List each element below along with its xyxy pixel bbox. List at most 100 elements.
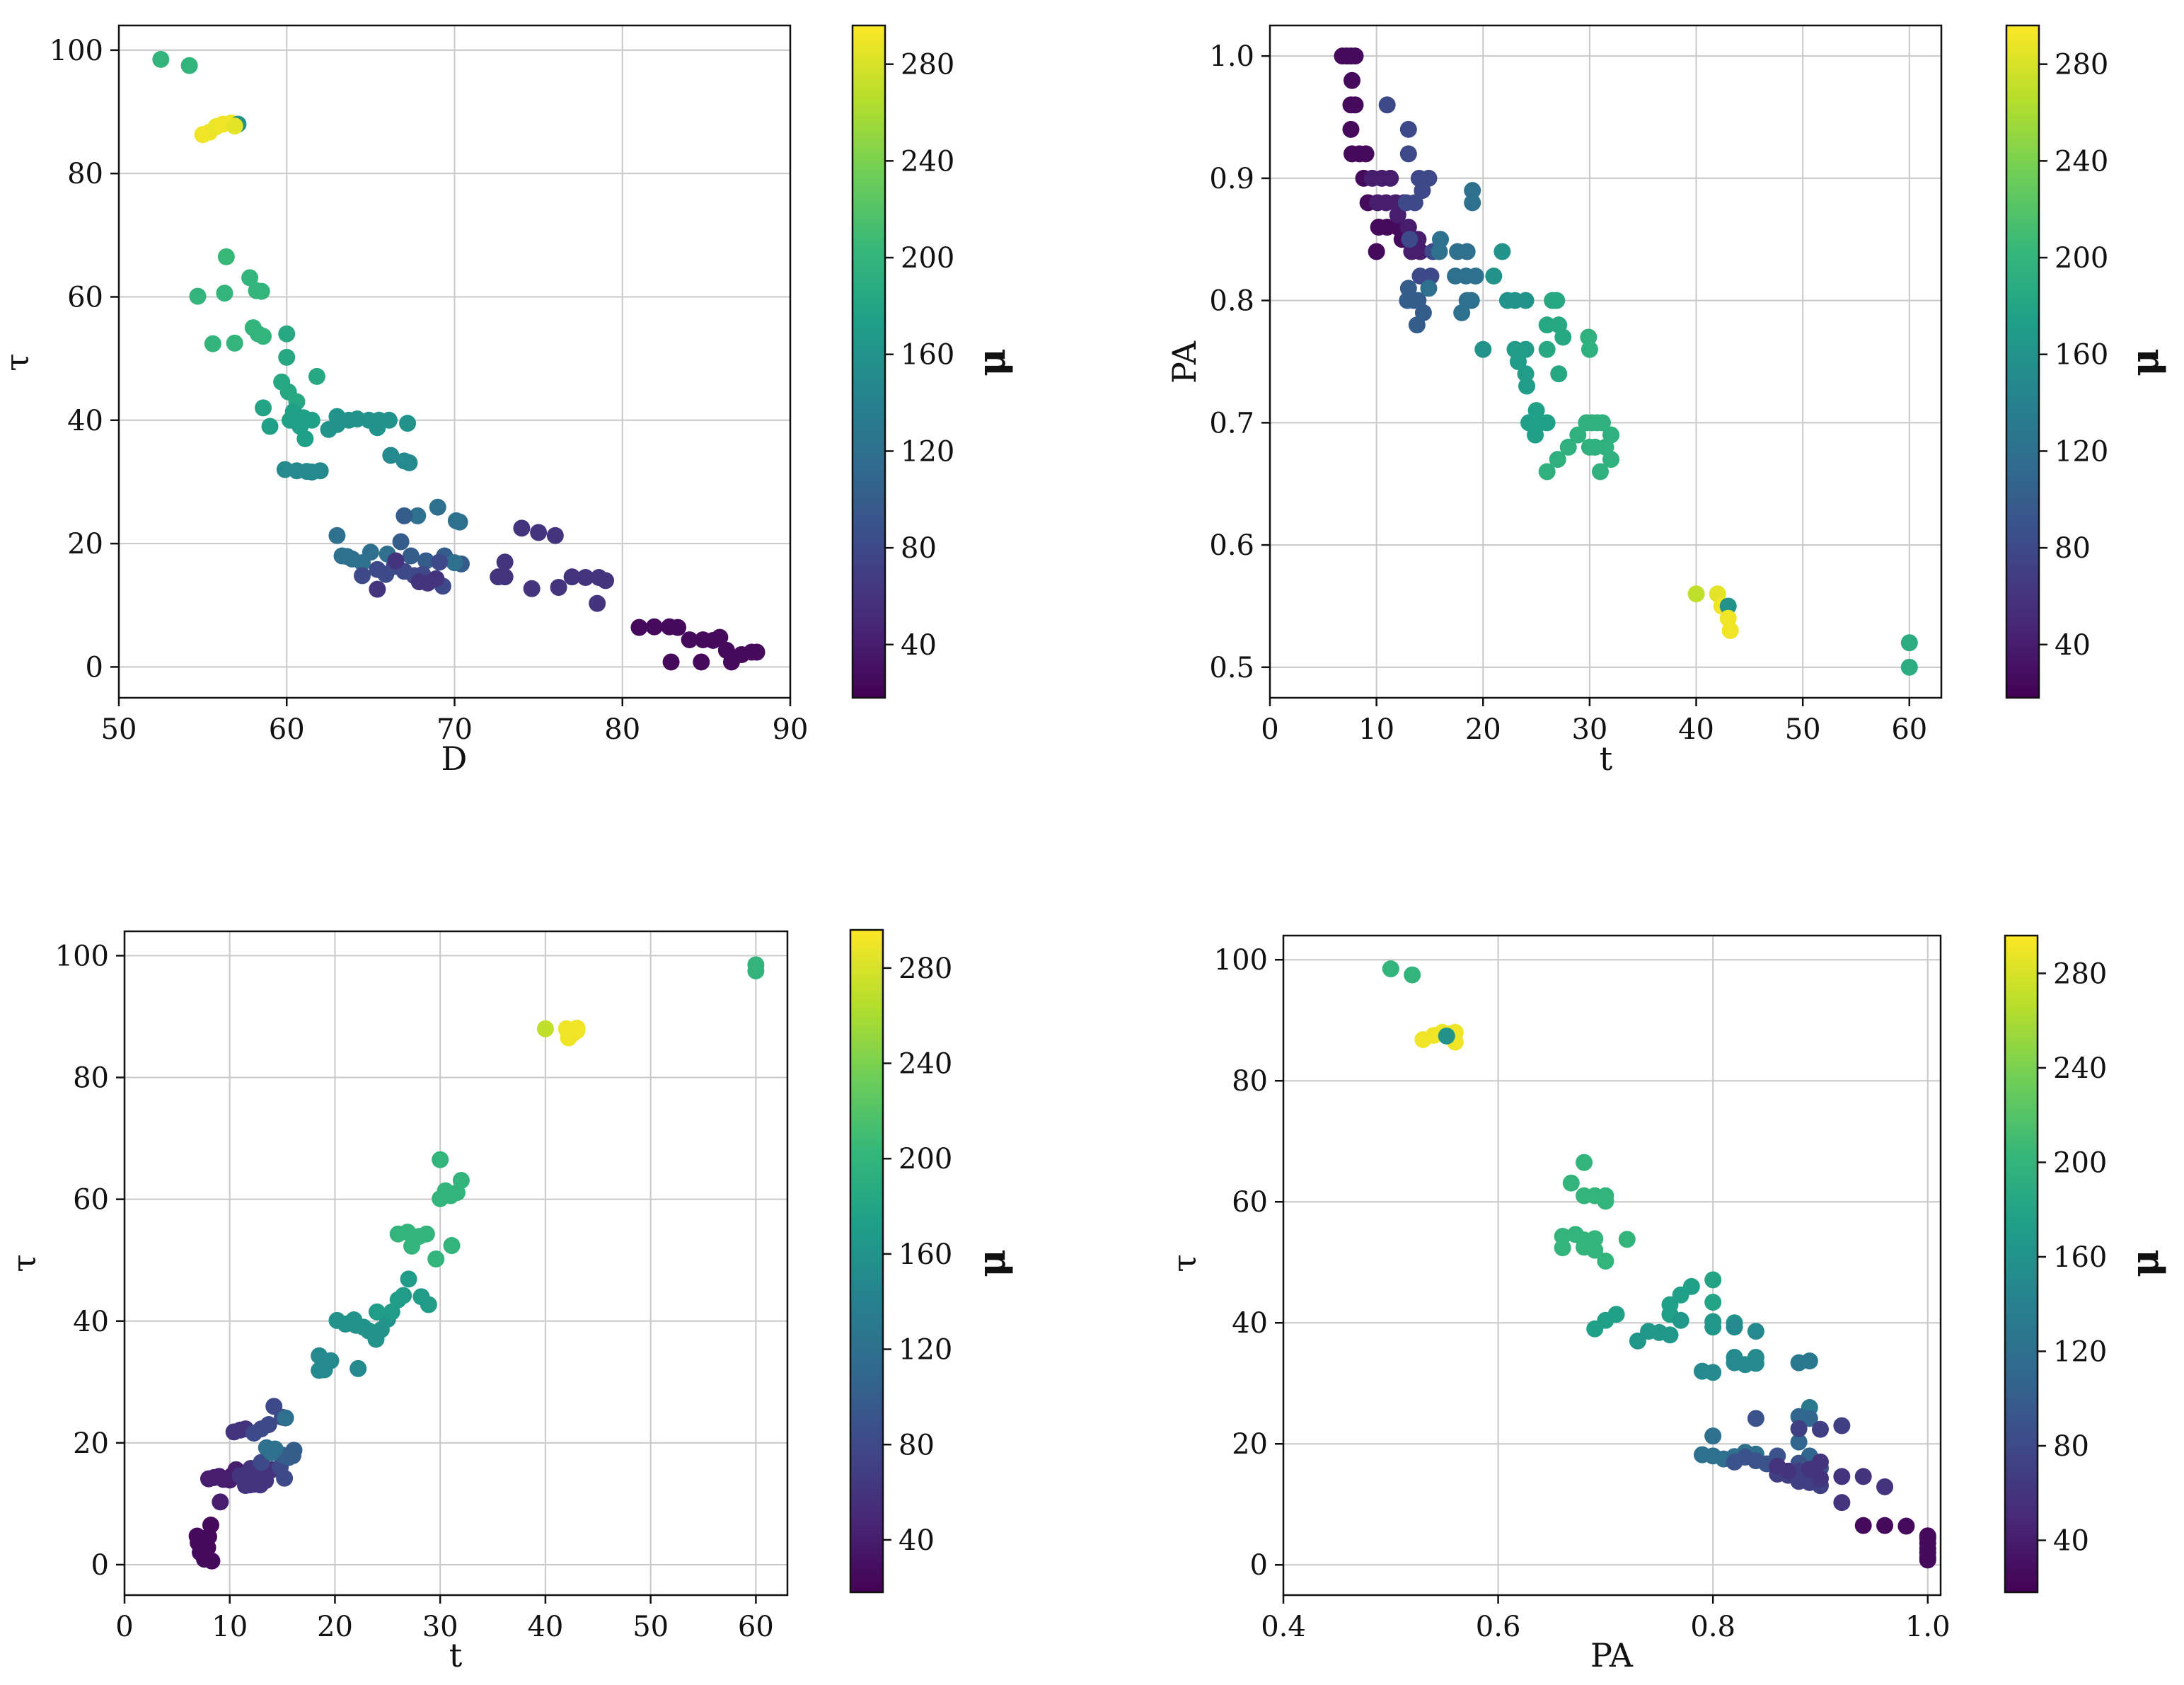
x-tick-label: 10	[212, 1611, 248, 1643]
panel-PA-vs-t-ylabel: PA	[1165, 340, 1203, 384]
colorbar-tick-label: 240	[899, 1048, 952, 1081]
data-point	[253, 282, 270, 300]
data-point	[1378, 96, 1396, 114]
data-point	[1346, 47, 1364, 65]
data-point	[1801, 1352, 1818, 1370]
data-point	[1854, 1517, 1872, 1534]
data-point	[1854, 1468, 1872, 1485]
y-tick-label: 60	[1232, 1186, 1268, 1219]
data-point	[311, 462, 329, 480]
y-tick-label: 1.0	[1209, 40, 1254, 73]
data-point	[400, 454, 418, 471]
y-tick-label: 0.5	[1209, 652, 1254, 684]
data-point	[216, 284, 233, 302]
data-point	[443, 1237, 461, 1255]
data-point	[536, 1020, 554, 1037]
data-point	[530, 524, 548, 541]
colorbar-tick-label: 200	[2055, 242, 2108, 275]
data-point	[1747, 1355, 1764, 1372]
panel-PA-vs-t-colorbar-ticks: 40 80 120 160 200 240 280	[2039, 49, 2108, 662]
y-tick-label: 40	[73, 1306, 109, 1338]
data-point	[285, 1442, 303, 1459]
panel-tau-vs-PA-axes-frame	[1282, 934, 1942, 1597]
y-tick-label: 0	[86, 651, 103, 684]
data-point	[1581, 340, 1598, 358]
colorbar-tick-label: 40	[2055, 629, 2091, 662]
data-point	[1833, 1468, 1851, 1485]
data-point	[261, 418, 279, 435]
data-point	[1562, 1174, 1580, 1192]
data-point	[382, 447, 400, 464]
data-point	[1801, 1410, 1818, 1427]
data-point	[202, 1517, 219, 1534]
x-tick-label: 40	[1678, 713, 1714, 746]
data-point	[1682, 1277, 1700, 1295]
data-point	[1811, 1453, 1829, 1471]
data-point	[212, 1493, 229, 1511]
panel-tau-vs-t-ylabel: τ	[5, 1254, 43, 1272]
data-point	[1607, 1306, 1625, 1323]
data-point	[1726, 1318, 1743, 1336]
data-point	[446, 554, 463, 572]
data-point	[420, 1296, 437, 1313]
colorbar-tick-label: 40	[2053, 1525, 2089, 1558]
data-point	[1389, 206, 1406, 224]
data-point	[402, 547, 420, 565]
data-point	[196, 1551, 214, 1568]
panel-tau-vs-t-yticks: 0 20 40 60 80 100	[55, 940, 125, 1582]
data-point	[1399, 120, 1417, 138]
x-tick-label: 20	[317, 1611, 353, 1643]
data-point	[1549, 451, 1566, 468]
data-point	[255, 328, 272, 345]
data-point	[241, 269, 259, 287]
data-point	[1458, 243, 1476, 260]
data-point	[311, 1362, 328, 1379]
data-point	[1544, 292, 1561, 309]
data-point	[1382, 169, 1399, 187]
data-point	[1602, 426, 1620, 444]
colorbar-tick-label: 120	[2053, 1336, 2107, 1369]
data-point	[1550, 365, 1568, 383]
data-point	[1900, 634, 1918, 652]
x-tick-label: 60	[269, 713, 305, 746]
data-point	[1464, 182, 1481, 200]
data-point	[392, 533, 410, 551]
colorbar-tick-label: 280	[2055, 49, 2108, 81]
y-tick-label: 0.6	[1209, 529, 1254, 562]
y-tick-label: 20	[1232, 1428, 1268, 1461]
data-point	[1420, 280, 1438, 297]
y-tick-label: 80	[67, 158, 103, 190]
x-tick-label: 50	[1785, 713, 1821, 746]
data-point	[1554, 1239, 1571, 1257]
panel-tau-vs-D-ylabel: τ	[0, 353, 36, 371]
colorbar-tick-label: 160	[2053, 1241, 2107, 1274]
data-point	[322, 1352, 340, 1369]
data-point	[1876, 1478, 1894, 1495]
data-point	[1790, 1420, 1808, 1437]
panel-tau-vs-t-colorbar	[849, 928, 884, 1594]
data-point	[338, 548, 356, 565]
colorbar-tick-label: 120	[899, 1334, 952, 1367]
data-point	[263, 1444, 281, 1461]
colorbar-tick-label: 160	[901, 339, 954, 372]
y-tick-label: 20	[67, 528, 103, 560]
y-tick-label: 60	[67, 281, 103, 314]
colorbar-tick-label: 200	[2053, 1146, 2107, 1179]
data-point	[669, 619, 687, 636]
data-point	[395, 1287, 412, 1304]
data-point	[1346, 96, 1364, 114]
panel-tau-vs-PA-ylabel: τ	[1165, 1254, 1203, 1272]
data-point	[1527, 426, 1544, 444]
panel-tau-vs-PA-yticks: 0 20 40 60 80 100	[1214, 944, 1283, 1582]
data-point	[693, 653, 710, 671]
colorbar-tick-label: 40	[901, 629, 937, 662]
data-point	[1458, 292, 1476, 309]
data-point	[152, 50, 170, 68]
data-point	[711, 628, 729, 646]
data-point	[1382, 960, 1399, 978]
panel-PA-vs-t: 0 10 20 30 40 50 60 0.5 0.6 0.7 0.8 0.9 1.0 t PA 40…	[1165, 24, 2167, 778]
x-tick-label: 60	[1891, 713, 1927, 746]
data-point	[1509, 353, 1527, 370]
data-point	[1591, 463, 1609, 481]
